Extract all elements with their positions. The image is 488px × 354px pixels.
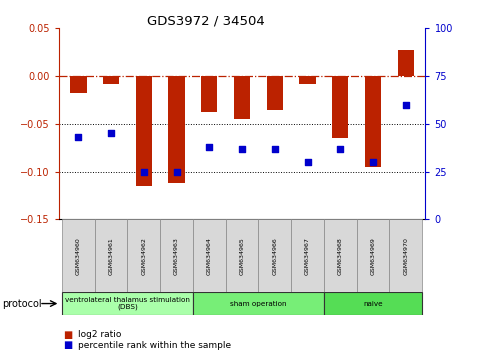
Text: ■: ■ [63, 330, 73, 339]
Bar [70, 76, 86, 93]
Text: GSM634962: GSM634962 [141, 237, 146, 275]
Bar [397, 50, 413, 76]
Bar [102, 76, 119, 84]
FancyBboxPatch shape [127, 219, 160, 292]
Text: GSM634966: GSM634966 [272, 237, 277, 275]
FancyBboxPatch shape [388, 219, 421, 292]
FancyBboxPatch shape [95, 219, 127, 292]
Text: GSM634967: GSM634967 [305, 237, 309, 275]
FancyBboxPatch shape [62, 219, 95, 292]
Bar [168, 76, 184, 183]
Text: GSM634960: GSM634960 [76, 237, 81, 275]
Text: ■: ■ [63, 340, 73, 350]
Text: percentile rank within the sample: percentile rank within the sample [78, 341, 231, 350]
Bar [135, 76, 152, 186]
Text: GSM634970: GSM634970 [403, 237, 407, 275]
Text: GDS3972 / 34504: GDS3972 / 34504 [146, 14, 264, 27]
Text: protocol: protocol [2, 298, 42, 309]
Text: GSM634969: GSM634969 [370, 237, 375, 275]
FancyBboxPatch shape [62, 292, 193, 315]
Point [336, 146, 344, 152]
Point [205, 144, 213, 150]
FancyBboxPatch shape [193, 219, 225, 292]
Text: GSM634961: GSM634961 [108, 237, 113, 275]
Point [401, 102, 409, 108]
Point [107, 131, 115, 136]
FancyBboxPatch shape [323, 219, 356, 292]
FancyBboxPatch shape [356, 219, 388, 292]
Text: GSM634968: GSM634968 [337, 237, 342, 275]
Text: ventrolateral thalamus stimulation
(DBS): ventrolateral thalamus stimulation (DBS) [65, 297, 189, 310]
Bar [201, 76, 217, 113]
Text: log2 ratio: log2 ratio [78, 330, 122, 339]
FancyBboxPatch shape [193, 292, 323, 315]
Text: sham operation: sham operation [230, 301, 286, 307]
Point [140, 169, 147, 175]
FancyBboxPatch shape [225, 219, 258, 292]
FancyBboxPatch shape [290, 219, 323, 292]
Bar [331, 76, 348, 138]
Bar [233, 76, 250, 119]
Point [172, 169, 180, 175]
Point [303, 159, 311, 165]
Point [270, 146, 278, 152]
Point [238, 146, 245, 152]
Text: naive: naive [363, 301, 382, 307]
FancyBboxPatch shape [323, 292, 421, 315]
Bar [364, 76, 381, 167]
FancyBboxPatch shape [258, 219, 290, 292]
Text: GSM634964: GSM634964 [206, 237, 211, 275]
FancyBboxPatch shape [160, 219, 193, 292]
Point [74, 135, 82, 140]
Text: GSM634963: GSM634963 [174, 237, 179, 275]
Bar [299, 76, 315, 84]
Point [368, 159, 376, 165]
Bar [266, 76, 283, 110]
Text: GSM634965: GSM634965 [239, 237, 244, 275]
